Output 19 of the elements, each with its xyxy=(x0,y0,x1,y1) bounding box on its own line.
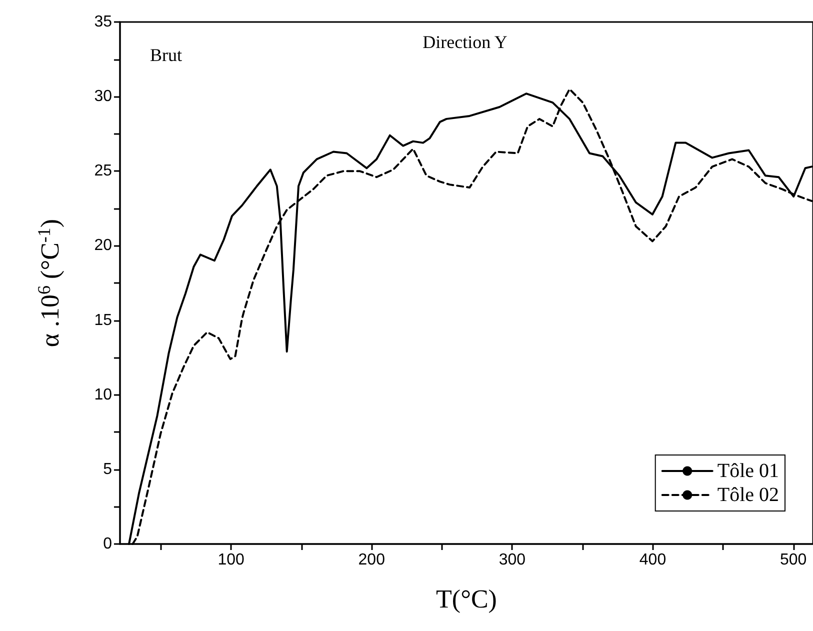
y-tick-label: 35 xyxy=(94,14,112,30)
legend-label: Tôle 01 xyxy=(717,460,780,482)
x-tick-label: 400 xyxy=(639,552,666,568)
x-tick-label: 300 xyxy=(498,552,526,568)
legend-label: Tôle 02 xyxy=(717,484,780,506)
y-axis-title: α .106 (°C-1) xyxy=(34,218,64,348)
y-tick-label: 25 xyxy=(94,162,112,180)
y-tick-label: 20 xyxy=(94,237,112,254)
x-axis-title: T(°C) xyxy=(436,584,497,614)
y-tick-label: 15 xyxy=(94,312,112,329)
x-tick-label: 100 xyxy=(218,552,244,568)
y-tick-label: 10 xyxy=(94,386,112,404)
y-tick-label: 30 xyxy=(94,88,112,106)
x-tick-label: 500 xyxy=(780,552,807,568)
x-tick-label: 200 xyxy=(358,552,386,568)
annotation: Brut xyxy=(150,45,182,65)
text: Direction Y xyxy=(422,32,508,52)
y-tick-label: 5 xyxy=(103,460,112,478)
y-tick-label: 0 xyxy=(103,536,112,552)
